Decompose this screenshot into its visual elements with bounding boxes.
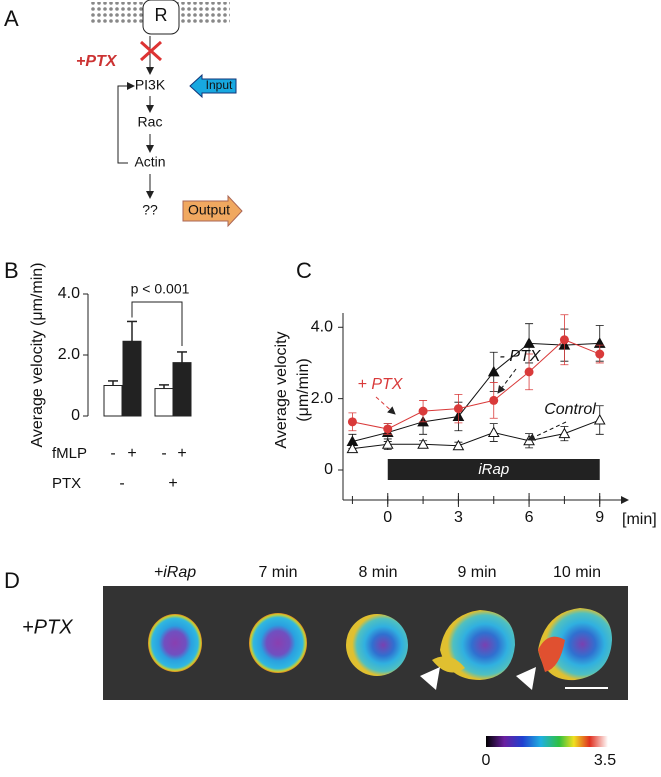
time-label: 10 min (553, 564, 601, 581)
colorbar-min: 0 (482, 752, 491, 769)
series-label: Control (544, 401, 596, 418)
callout-arrow (527, 421, 567, 441)
x-tick-label: 0 (383, 509, 392, 526)
panel-d: D +PTX (4, 568, 628, 700)
marker (418, 406, 428, 416)
series-label: + PTX (358, 376, 404, 393)
y-tick-label: 4.0 (311, 318, 333, 335)
time-label: +iRap (154, 564, 196, 581)
significance-bracket (131, 301, 183, 346)
marker (347, 417, 357, 427)
y-tick-label: 2.0 (58, 346, 80, 363)
bar (154, 388, 174, 417)
node: Rac (138, 114, 163, 130)
time-label: 9 min (457, 564, 496, 581)
marker (381, 438, 394, 449)
callout-arrow (375, 396, 396, 415)
panel-label: B (4, 258, 19, 283)
p-value: p < 0.001 (131, 281, 190, 297)
marker (452, 439, 465, 451)
y-tick-label: 0 (324, 461, 333, 478)
time-label: 7 min (258, 564, 297, 581)
y-axis-label: Average velocity (273, 331, 290, 448)
cell-edge (538, 636, 565, 672)
node: Actin (134, 154, 165, 170)
panel-label: C (296, 258, 312, 283)
marker (417, 438, 429, 449)
x-tick-label: 3 (454, 509, 463, 526)
marker (523, 337, 535, 348)
inhibitor-label: +PTX (76, 53, 118, 70)
output-label: Output (188, 202, 230, 218)
marker (559, 335, 569, 345)
colorbar-max: 3.5 (594, 752, 616, 769)
panel-label: D (4, 568, 20, 593)
marker (453, 404, 463, 414)
marker (489, 395, 499, 405)
x-tick-label: 6 (525, 509, 534, 526)
arrowhead (516, 667, 536, 690)
y-tick-label: 4.0 (58, 285, 80, 302)
cell-edge (432, 656, 465, 673)
node: ?? (142, 202, 158, 218)
arrowhead (420, 667, 440, 690)
treatment-label: iRap (478, 461, 509, 478)
row-label: +PTX (22, 616, 73, 638)
cell (249, 613, 307, 673)
row-value: + (168, 475, 177, 492)
time-label: 8 min (358, 564, 397, 581)
cell (148, 614, 202, 672)
marker (487, 365, 500, 377)
x-axis-label: [min] (622, 511, 657, 528)
row-value: + (127, 445, 136, 462)
marker (383, 424, 393, 434)
bar (122, 340, 142, 417)
marker (487, 426, 500, 438)
row-value: - (161, 445, 166, 462)
marker (595, 349, 605, 359)
row-value: - (119, 475, 124, 492)
output-arrow (182, 194, 243, 228)
input-arrow (189, 73, 237, 99)
colorbar (486, 736, 608, 747)
marker (558, 427, 571, 439)
y-tick-label: 2.0 (311, 390, 333, 407)
receptor-label: R (155, 5, 168, 25)
y-axis-label: (μm/min) (295, 358, 312, 421)
block-cross (139, 40, 163, 62)
cell (346, 614, 408, 676)
row-value: - (110, 445, 115, 462)
y-tick-label: 0 (71, 407, 80, 424)
input-label: Input (206, 78, 233, 92)
row-label: fMLP (52, 445, 87, 462)
marker (593, 414, 606, 425)
series-label: - PTX (500, 348, 542, 365)
marker (346, 442, 359, 454)
row-label: PTX (52, 475, 81, 492)
bar (103, 385, 123, 417)
series-line (352, 339, 600, 430)
panel-label: A (4, 6, 19, 31)
treatment-bar (387, 459, 600, 480)
receptor (142, 0, 180, 35)
row-value: + (177, 445, 186, 462)
panel-a: A R +PTX PI3K Input Rac Actin ?? Output (4, 0, 243, 228)
marker (524, 367, 534, 377)
feedback-arrow (117, 82, 135, 164)
callout-arrow (497, 368, 517, 394)
y-axis-label: Average velocity (μm/min) (29, 263, 46, 448)
x-tick-label: 9 (595, 509, 604, 526)
node: PI3K (135, 77, 166, 93)
bar (172, 362, 192, 417)
series-line (352, 419, 600, 450)
